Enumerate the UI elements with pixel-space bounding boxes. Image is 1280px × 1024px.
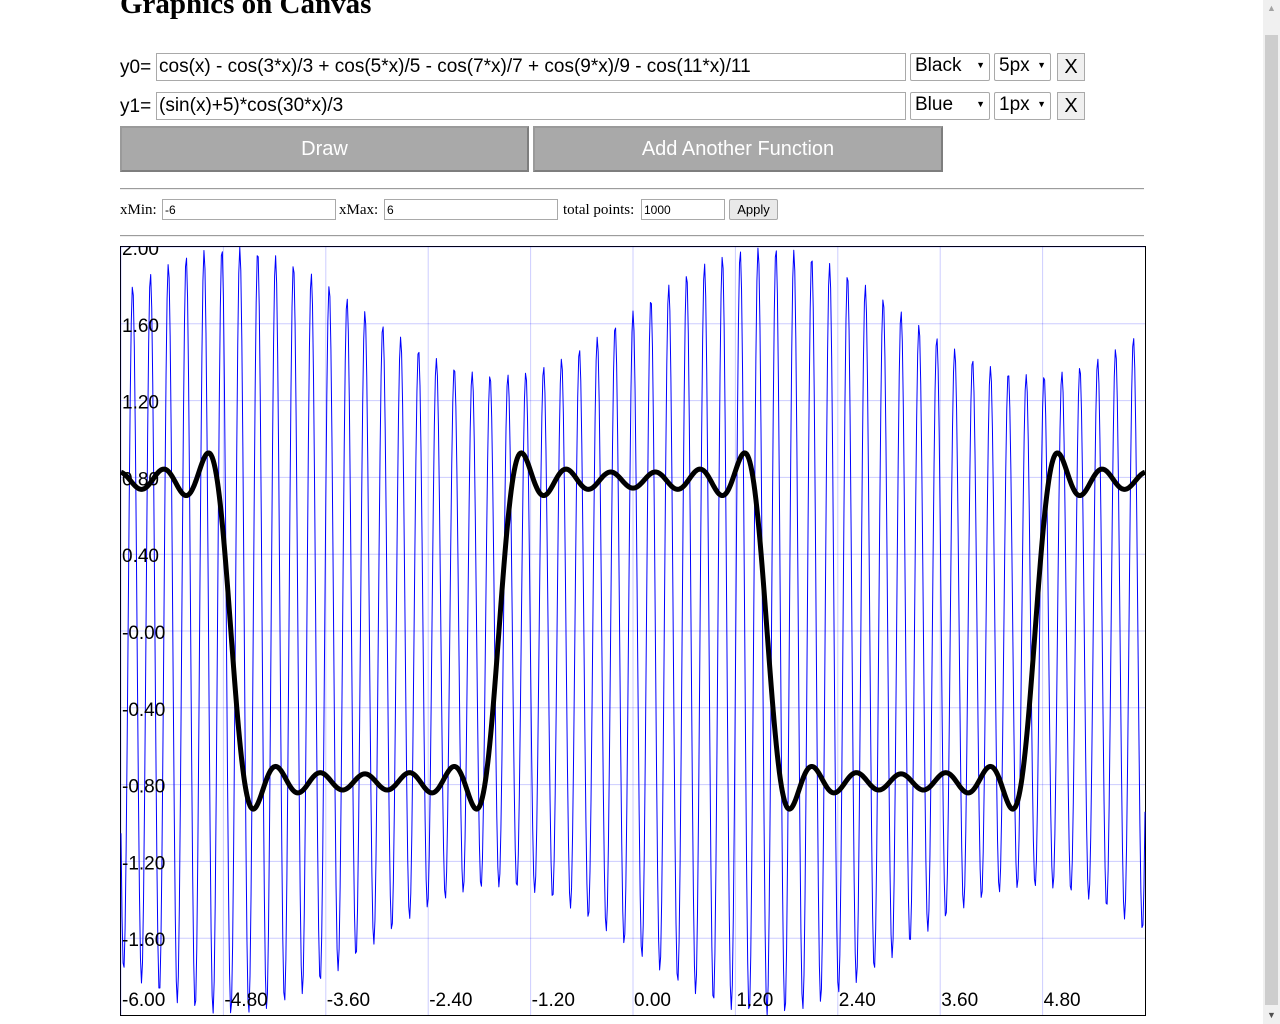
color-select[interactable]: Black ▼ bbox=[910, 53, 990, 81]
y-tick-label: -0.00 bbox=[122, 623, 165, 644]
apply-button[interactable]: Apply bbox=[729, 199, 778, 220]
chevron-down-icon: ▼ bbox=[1037, 60, 1046, 70]
x-tick-label: 1.20 bbox=[736, 990, 773, 1011]
x-tick-label: -3.60 bbox=[327, 990, 370, 1011]
chevron-down-icon: ▼ bbox=[976, 60, 985, 70]
divider bbox=[120, 188, 1144, 190]
draw-button[interactable]: Draw bbox=[120, 126, 529, 172]
y-tick-label: 0.80 bbox=[122, 469, 159, 490]
color-select-value: Black bbox=[915, 55, 962, 76]
x-tick-label: 0.00 bbox=[634, 990, 671, 1011]
xmax-label: xMax: bbox=[339, 202, 379, 218]
x-tick-label: 2.40 bbox=[839, 990, 876, 1011]
series-line-y1 bbox=[120, 246, 1146, 1016]
y-tick-label: 1.60 bbox=[122, 316, 159, 337]
xmin-label: xMin: bbox=[120, 202, 157, 218]
x-tick-label: 4.80 bbox=[1044, 990, 1081, 1011]
function-plot: 2.00 1.60 1.20 0.80 0.40 -0.00 -0.40 -0.80 -1.20… bbox=[120, 246, 1146, 1016]
chevron-down-icon: ▼ bbox=[1037, 99, 1046, 109]
xmax-input[interactable] bbox=[384, 199, 558, 220]
y-tick-label: 2.00 bbox=[122, 246, 159, 260]
function-label: y1= bbox=[120, 96, 152, 117]
add-function-button[interactable]: Add Another Function bbox=[533, 126, 943, 172]
x-tick-label: -2.40 bbox=[429, 990, 472, 1011]
x-tick-label: 3.60 bbox=[941, 990, 978, 1011]
x-tick-label: -6.00 bbox=[122, 990, 165, 1011]
width-select[interactable]: 5px ▼ bbox=[994, 53, 1051, 81]
y-tick-label: 1.20 bbox=[122, 393, 159, 414]
color-select-value: Blue bbox=[915, 94, 954, 115]
y-tick-label: -1.20 bbox=[122, 853, 165, 874]
chevron-down-icon: ▼ bbox=[976, 99, 985, 109]
color-select[interactable]: Blue ▼ bbox=[910, 92, 990, 120]
y-tick-label: -0.80 bbox=[122, 777, 165, 798]
xmin-input[interactable] bbox=[162, 199, 336, 220]
series-line-y0 bbox=[120, 450, 1146, 812]
width-select-value: 1px bbox=[999, 94, 1030, 115]
scroll-up-icon[interactable]: ▲ bbox=[1267, 3, 1276, 13]
divider bbox=[120, 235, 1144, 237]
function-expression-input[interactable] bbox=[156, 53, 906, 81]
y-tick-label: -1.60 bbox=[122, 930, 165, 951]
vertical-scrollbar[interactable]: ▲ ▼ bbox=[1263, 0, 1280, 1024]
y-tick-label: -0.40 bbox=[122, 700, 165, 721]
scroll-down-icon[interactable]: ▼ bbox=[1267, 1010, 1276, 1020]
function-label: y0= bbox=[120, 57, 152, 78]
scrollbar-thumb[interactable] bbox=[1265, 35, 1278, 1005]
total-points-label: total points: bbox=[563, 202, 635, 218]
remove-function-button[interactable]: X bbox=[1057, 92, 1085, 120]
width-select[interactable]: 1px ▼ bbox=[994, 92, 1051, 120]
y-tick-label: 0.40 bbox=[122, 546, 159, 567]
remove-function-button[interactable]: X bbox=[1057, 53, 1085, 81]
width-select-value: 5px bbox=[999, 55, 1030, 76]
function-expression-input[interactable] bbox=[156, 92, 906, 120]
x-tick-label: -4.80 bbox=[224, 990, 267, 1011]
x-tick-label: -1.20 bbox=[532, 990, 575, 1011]
page-title: Graphics on Canvas bbox=[120, 0, 372, 20]
total-points-input[interactable] bbox=[641, 199, 725, 220]
